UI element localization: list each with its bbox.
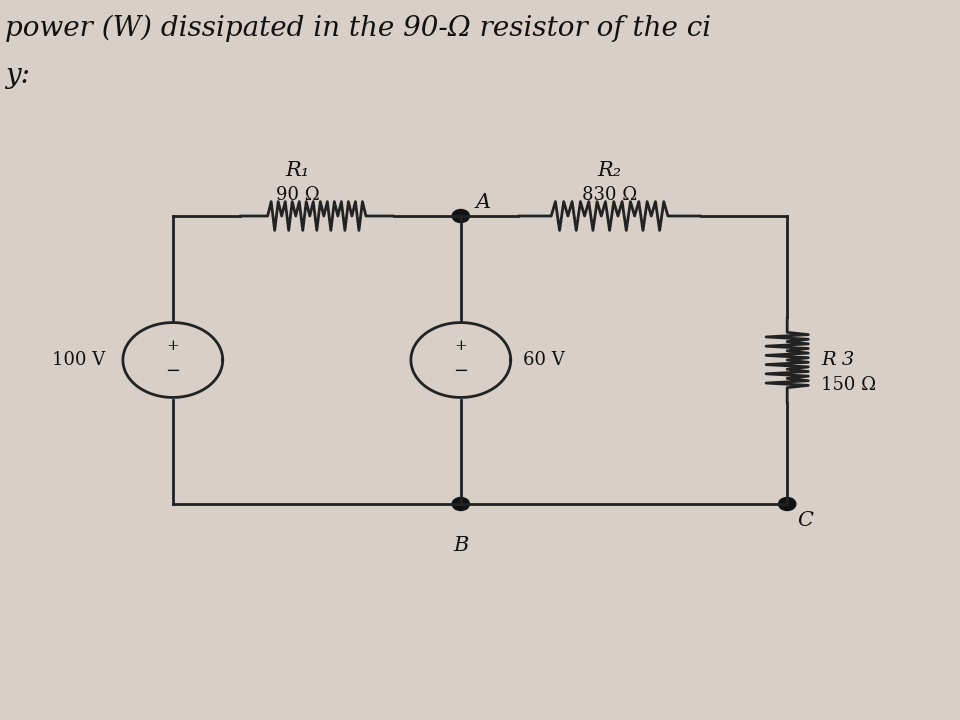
Text: R₂: R₂ (597, 161, 622, 181)
Text: 90 Ω: 90 Ω (276, 186, 320, 204)
Text: B: B (453, 536, 468, 555)
Text: R 3: R 3 (821, 351, 854, 369)
Text: R₁: R₁ (285, 161, 310, 181)
Circle shape (452, 498, 469, 510)
Text: power (W) dissipated in the 90-Ω resistor of the ci: power (W) dissipated in the 90-Ω resisto… (5, 14, 711, 42)
Text: y:: y: (5, 62, 30, 89)
Circle shape (779, 498, 796, 510)
Text: 60 V: 60 V (523, 351, 564, 369)
Text: 150 Ω: 150 Ω (821, 376, 876, 395)
Text: +: + (166, 338, 180, 353)
Text: +: + (454, 338, 468, 353)
Text: A: A (475, 194, 491, 212)
Text: 830 Ω: 830 Ω (582, 186, 637, 204)
Text: −: − (453, 362, 468, 380)
Text: 100 V: 100 V (53, 351, 106, 369)
Circle shape (452, 210, 469, 222)
Text: C: C (797, 511, 813, 530)
Text: −: − (165, 362, 180, 380)
